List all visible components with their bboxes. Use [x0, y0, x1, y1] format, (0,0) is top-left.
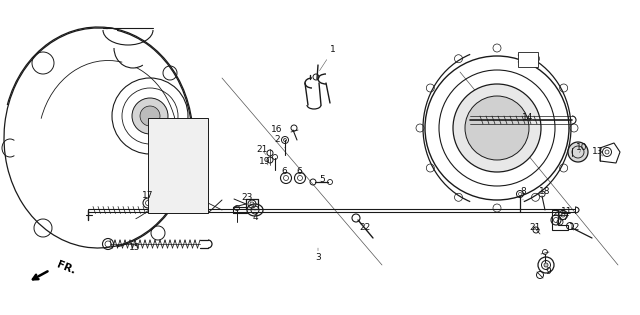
- Bar: [518, 52, 538, 67]
- Text: 16: 16: [271, 125, 285, 140]
- Text: 19: 19: [259, 158, 271, 167]
- Text: 14: 14: [522, 112, 534, 122]
- Text: 10: 10: [576, 144, 588, 152]
- Text: 2: 2: [274, 135, 285, 148]
- Text: 1: 1: [319, 45, 336, 71]
- Circle shape: [132, 98, 168, 134]
- Text: 13: 13: [592, 147, 604, 157]
- Text: 5: 5: [319, 175, 325, 184]
- Circle shape: [465, 96, 529, 160]
- Text: 7: 7: [562, 214, 568, 222]
- Text: 6: 6: [296, 168, 302, 176]
- Bar: [148, 118, 208, 213]
- Text: 21: 21: [529, 222, 541, 232]
- Text: 3: 3: [315, 248, 321, 262]
- Text: 21: 21: [256, 146, 268, 155]
- Text: 12: 12: [570, 224, 580, 232]
- Circle shape: [568, 142, 588, 162]
- Text: 22: 22: [360, 224, 371, 232]
- Text: 6: 6: [281, 168, 287, 176]
- Text: 23: 23: [241, 192, 253, 202]
- Text: 11: 11: [561, 208, 573, 216]
- Text: 8: 8: [520, 187, 526, 200]
- Circle shape: [453, 84, 541, 172]
- Text: 9: 9: [545, 267, 551, 277]
- Circle shape: [544, 263, 548, 267]
- Text: 4: 4: [252, 210, 258, 222]
- Text: FR.: FR.: [55, 260, 77, 276]
- Text: 20: 20: [552, 209, 564, 217]
- Text: 15: 15: [129, 242, 141, 251]
- Text: 17: 17: [142, 192, 154, 201]
- Text: 18: 18: [540, 187, 551, 197]
- Circle shape: [140, 106, 160, 126]
